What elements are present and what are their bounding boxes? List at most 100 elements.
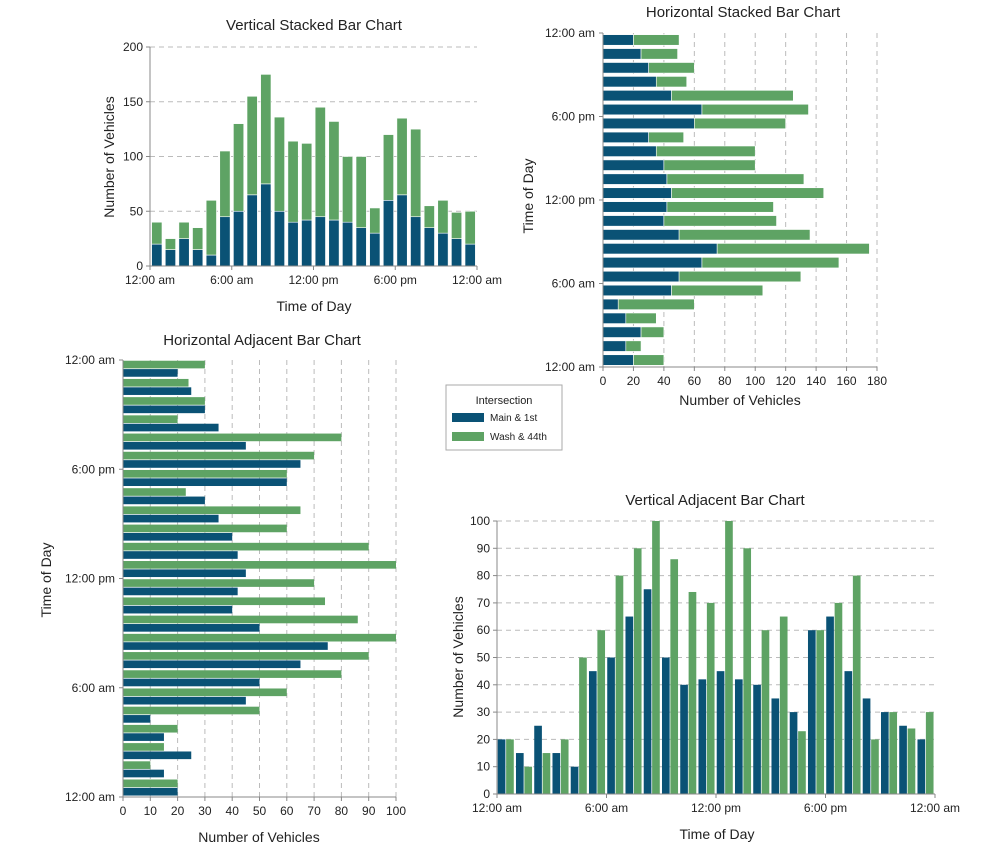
y-tick-label: 100 — [470, 514, 490, 528]
bar-main-1st — [123, 460, 301, 468]
bar-wash-44th — [123, 579, 315, 587]
bar-wash-44th — [123, 469, 287, 478]
vertical-adjacent-bar-chart: Vertical Adjacent Bar Chart Time of Day … — [450, 492, 960, 842]
chart-title: Horizontal Stacked Bar Chart — [646, 4, 841, 21]
bar-main-1st — [607, 657, 615, 794]
horizontal-adjacent-bar-chart: Horizontal Adjacent Bar Chart Number of … — [38, 332, 406, 845]
bar-main-1st — [123, 496, 205, 505]
bar-wash-44th — [625, 340, 642, 352]
bar-wash-44th — [123, 451, 315, 460]
bar-wash-44th — [287, 140, 299, 223]
chart-title: Horizontal Adjacent Bar Chart — [163, 332, 361, 349]
x-tick-label: 120 — [776, 374, 796, 388]
bar-wash-44th — [579, 657, 587, 794]
bar-wash-44th — [678, 229, 811, 241]
bar-wash-44th — [219, 150, 231, 218]
bar-wash-44th — [123, 378, 189, 387]
bar-main-1st — [899, 725, 907, 794]
x-tick-label: 60 — [688, 374, 702, 388]
bar-wash-44th — [178, 221, 190, 239]
bar-main-1st — [123, 769, 164, 778]
y-tick-label: 6:00 pm — [72, 462, 115, 476]
y-tick-label: 50 — [130, 204, 144, 218]
y-tick-label: 150 — [123, 95, 143, 109]
bar-wash-44th — [151, 221, 163, 245]
bar-main-1st — [410, 216, 422, 267]
bar-wash-44th — [342, 156, 354, 223]
bar-wash-44th — [743, 548, 752, 794]
bar-wash-44th — [123, 743, 164, 751]
x-axis-label: Number of Vehicles — [679, 392, 800, 408]
y-tick-label: 20 — [477, 732, 491, 746]
bar-wash-44th — [640, 326, 665, 338]
bar-wash-44th — [648, 131, 684, 143]
bar-wash-44th — [701, 257, 840, 269]
chart-title: Vertical Stacked Bar Chart — [226, 17, 403, 34]
x-tick-label: 40 — [657, 374, 671, 388]
bar-wash-44th — [671, 284, 764, 297]
bar-wash-44th — [655, 145, 756, 157]
bar-main-1st — [123, 569, 246, 578]
x-tick-label: 100 — [386, 804, 406, 818]
bar-main-1st — [192, 249, 204, 267]
bar-wash-44th — [617, 298, 695, 310]
chart-title: Vertical Adjacent Bar Chart — [625, 492, 805, 509]
bar-main-1st — [123, 605, 233, 614]
bar-wash-44th — [506, 739, 514, 794]
bar-main-1st — [753, 684, 761, 794]
bar-wash-44th — [871, 739, 879, 794]
bar-wash-44th — [663, 215, 777, 227]
bar-main-1st — [328, 219, 340, 267]
legend-title: Intersection — [476, 395, 533, 407]
bar-main-1st — [301, 219, 313, 267]
bar-wash-44th — [666, 173, 805, 185]
bar-main-1st — [602, 284, 672, 297]
bar-main-1st — [602, 159, 665, 171]
x-tick-label: 60 — [280, 804, 294, 818]
bar-main-1st — [602, 229, 680, 241]
bar-wash-44th — [123, 488, 186, 496]
bar-main-1st — [273, 210, 285, 267]
x-tick-label: 12:00 pm — [288, 273, 338, 287]
x-tick-label: 0 — [600, 374, 607, 388]
x-tick-label: 160 — [837, 374, 857, 388]
bar-wash-44th — [671, 187, 825, 199]
y-axis-label: Time of Day — [520, 159, 536, 234]
bar-wash-44th — [164, 238, 176, 250]
bar-main-1st — [233, 210, 245, 267]
bar-main-1st — [437, 232, 449, 267]
bar-wash-44th — [907, 728, 916, 794]
bar-wash-44th — [410, 128, 422, 218]
bar-wash-44th — [725, 521, 733, 794]
bar-wash-44th — [246, 95, 258, 196]
x-tick-label: 100 — [745, 374, 765, 388]
x-axis-label: Time of Day — [680, 826, 755, 842]
bar-main-1st — [260, 183, 272, 267]
bar-main-1st — [342, 221, 354, 267]
bar-wash-44th — [205, 200, 217, 256]
bar-main-1st — [602, 312, 627, 324]
bar-wash-44th — [123, 542, 369, 551]
bar-main-1st — [123, 624, 260, 632]
y-tick-label: 12:00 am — [65, 353, 115, 367]
bar-main-1st — [602, 326, 642, 338]
bar-main-1st — [123, 441, 246, 450]
bar-wash-44th — [633, 548, 642, 794]
bar-main-1st — [844, 671, 853, 794]
bar-main-1st — [643, 589, 652, 794]
bar-main-1st — [123, 514, 219, 523]
bar-wash-44th — [678, 270, 802, 283]
y-axis-label: Number of Vehicles — [101, 96, 117, 217]
y-tick-label: 60 — [477, 623, 491, 637]
bar-wash-44th — [524, 766, 533, 794]
bar-main-1st — [451, 238, 463, 267]
bar-main-1st — [680, 684, 688, 794]
bar-wash-44th — [273, 116, 285, 212]
y-tick-label: 90 — [477, 541, 491, 555]
bar-main-1st — [123, 369, 178, 377]
bar-wash-44th — [123, 724, 178, 733]
bar-main-1st — [880, 712, 889, 794]
bar-wash-44th — [560, 739, 569, 794]
y-axis-label: Time of Day — [38, 543, 54, 618]
y-tick-label: 100 — [123, 150, 143, 164]
